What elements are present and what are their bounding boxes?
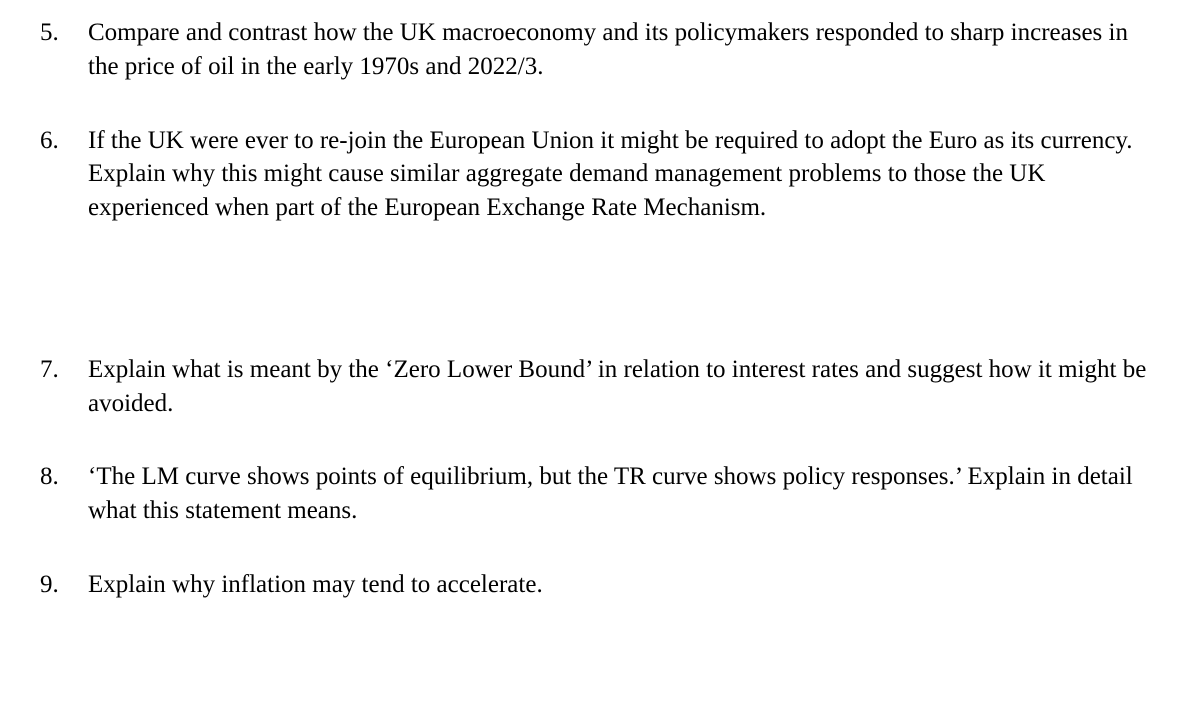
spacer bbox=[40, 84, 1160, 124]
spacer bbox=[40, 225, 1160, 353]
document-page: 5. Compare and contrast how the UK macro… bbox=[0, 0, 1200, 719]
question-number: 5. bbox=[40, 16, 88, 50]
question-number: 8. bbox=[40, 460, 88, 494]
question-text: ‘The LM curve shows points of equilibriu… bbox=[88, 460, 1160, 528]
spacer bbox=[40, 528, 1160, 568]
question-text: Explain why inflation may tend to accele… bbox=[88, 568, 1160, 602]
question-number: 6. bbox=[40, 124, 88, 158]
question-number: 9. bbox=[40, 568, 88, 602]
question-list: 5. Compare and contrast how the UK macro… bbox=[40, 16, 1160, 602]
question-item: 9. Explain why inflation may tend to acc… bbox=[40, 568, 1160, 602]
question-text: If the UK were ever to re-join the Europ… bbox=[88, 124, 1160, 225]
question-item: 8. ‘The LM curve shows points of equilib… bbox=[40, 460, 1160, 528]
question-number: 7. bbox=[40, 353, 88, 387]
question-item: 7. Explain what is meant by the ‘Zero Lo… bbox=[40, 353, 1160, 421]
question-text: Explain what is meant by the ‘Zero Lower… bbox=[88, 353, 1160, 421]
question-text: Compare and contrast how the UK macroeco… bbox=[88, 16, 1160, 84]
spacer bbox=[40, 420, 1160, 460]
question-item: 6. If the UK were ever to re-join the Eu… bbox=[40, 124, 1160, 225]
question-item: 5. Compare and contrast how the UK macro… bbox=[40, 16, 1160, 84]
